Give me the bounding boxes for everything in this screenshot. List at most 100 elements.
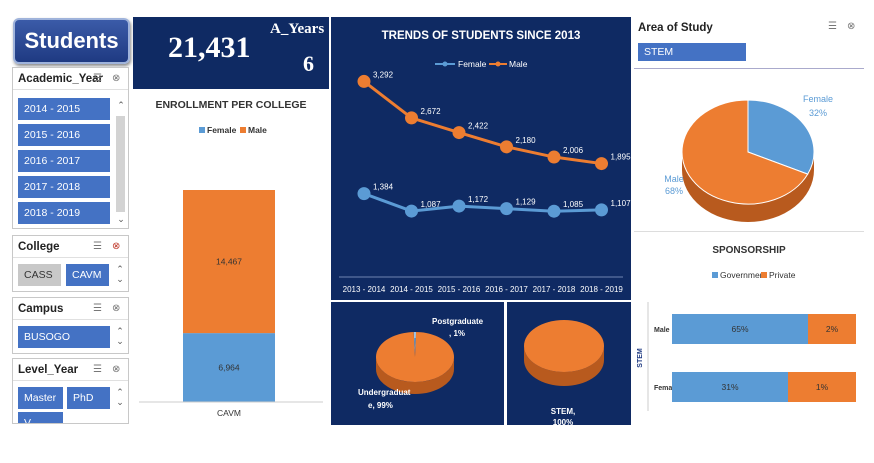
legend-swatch-private — [761, 272, 767, 278]
clear-filter-icon[interactable]: ⊗ — [112, 241, 121, 252]
scroll-up-icon[interactable]: ⌃ — [117, 100, 125, 110]
slice-stem — [524, 320, 604, 372]
data-label-male: 2,422 — [468, 122, 489, 131]
x-tick-label: 2014 - 2015 — [390, 285, 433, 294]
slicer-item-busogo[interactable]: BUSOGO — [18, 326, 110, 348]
data-label-female: 1,129 — [516, 198, 537, 207]
legend-marker-female — [442, 61, 448, 67]
chart-title: ENROLLMENT PER COLLEGE — [155, 99, 306, 111]
label-stem-line2: 100% — [553, 418, 573, 425]
data-point-female — [500, 202, 513, 216]
data-label-male: 2,672 — [421, 107, 442, 116]
bar-private — [808, 314, 856, 344]
data-label-male: 2,006 — [563, 146, 584, 155]
y-tick-label: Male — [654, 327, 670, 334]
label-female-name: Female — [803, 94, 833, 104]
y-axis-group-label: STEM — [637, 348, 644, 368]
x-tick-label: 2018 - 2019 — [580, 285, 623, 294]
college-label: College — [18, 240, 60, 253]
multi-select-icon[interactable]: ☰ — [828, 21, 837, 32]
scroll-arrows-icon[interactable]: ⌃ ⌄ — [116, 387, 124, 407]
x-tick-label: 2016 - 2017 — [485, 285, 528, 294]
bar-male — [183, 190, 275, 334]
chart-title: SPONSORSHIP — [712, 245, 786, 256]
data-label-male: 2,180 — [516, 136, 537, 145]
label-male-name: Male — [664, 174, 684, 184]
scrollbar-thumb[interactable] — [116, 116, 125, 212]
data-label-government: 31% — [721, 382, 738, 392]
area-of-study-slicer: Area of Study ☰ ⊗ STEM — [634, 17, 864, 69]
academic-year-slicer: Academic_Year ☰ ⊗ 2014 - 2015 2015 - 201… — [12, 67, 129, 229]
multi-select-icon[interactable]: ☰ — [93, 241, 102, 252]
pie-side — [376, 357, 454, 394]
slicer-item-partial[interactable]: V... — [18, 412, 63, 423]
academic-year-slicer-header: Academic_Year ☰ ⊗ — [13, 68, 128, 90]
label-postgraduate-line1: Postgraduate — [432, 317, 484, 326]
bar-private — [788, 372, 856, 402]
data-point-male — [452, 126, 466, 140]
clear-filter-icon[interactable]: ⊗ — [112, 364, 121, 375]
campus-slicer: Campus ☰ ⊗ BUSOGO ⌃ ⌄ — [12, 297, 129, 354]
slicer-item-2018-2019[interactable]: 2018 - 2019 — [18, 202, 110, 224]
legend-label-private: Private — [769, 270, 796, 280]
trends-chart-panel: TRENDS OF STUDENTS SINCE 2013 Female Male 2… — [331, 17, 631, 300]
slicer-item-stem[interactable]: STEM — [638, 43, 746, 61]
enrollment-chart-panel: ENROLLMENT PER COLLEGE Female Male 6,964 14,… — [133, 89, 329, 425]
academic-year-label: Academic_Year — [18, 72, 104, 85]
slicer-item-cass[interactable]: CASS — [18, 264, 61, 286]
area-of-study-label: Area of Study — [638, 22, 713, 34]
slice-female — [747, 99, 815, 175]
level-year-slicer: Level_Year ☰ ⊗ Master PhD V... ⌃ ⌄ — [12, 358, 129, 424]
slicer-item-master[interactable]: Master — [18, 387, 63, 409]
slicer-item-2015-2016[interactable]: 2015 - 2016 — [18, 124, 110, 146]
label-undergraduate-line1: Undergraduat — [358, 388, 411, 397]
data-point-male — [405, 111, 418, 125]
gender-pie-chart: Female 32% Male 68% — [664, 94, 833, 222]
data-label-female: 1,087 — [421, 200, 442, 209]
slice-postgraduate — [413, 332, 417, 357]
bar-government — [672, 372, 788, 402]
scroll-arrows-icon[interactable]: ⌃ ⌄ — [116, 326, 124, 346]
dashboard-title-button[interactable]: Students — [13, 18, 130, 64]
x-tick-label: 2017 - 2018 — [533, 285, 576, 294]
stem-pie-panel: STEM, 100% — [507, 302, 631, 427]
data-label-female: 1,085 — [563, 200, 584, 209]
data-label-private: 2% — [826, 324, 839, 334]
data-label-male: 14,467 — [216, 257, 242, 267]
clear-filter-icon[interactable]: ⊗ — [112, 73, 121, 84]
data-label-private: 1% — [816, 382, 829, 392]
enrollment-chart: ENROLLMENT PER COLLEGE Female Male 6,964 14,… — [139, 99, 323, 418]
label-postgraduate-line2: , 1% — [449, 329, 465, 338]
scroll-down-icon[interactable]: ⌄ — [117, 214, 125, 224]
trends-chart: TRENDS OF STUDENTS SINCE 2013 Female Male 2… — [339, 30, 631, 294]
legend-swatch-male — [240, 127, 246, 133]
multi-select-icon[interactable]: ☰ — [93, 303, 102, 314]
slicer-item-cavm[interactable]: CAVM — [66, 264, 109, 286]
total-students-value: 21,431 — [168, 31, 251, 64]
gender-pie-panel: Female 32% Male 68% — [634, 72, 864, 232]
slicer-item-2016-2017[interactable]: 2016 - 2017 — [18, 150, 110, 172]
data-point-male — [357, 74, 371, 88]
data-label-male: 3,292 — [373, 70, 394, 79]
data-label-female: 1,172 — [468, 195, 489, 204]
years-value: 6 — [303, 51, 314, 76]
slicer-item-phd[interactable]: PhD — [67, 387, 110, 409]
slicer-item-2014-2015[interactable]: 2014 - 2015 — [18, 98, 110, 120]
college-slicer: College ☰ ⊗ CASS CAVM ⌃ ⌄ — [12, 235, 129, 292]
label-female-pct: 32% — [809, 108, 827, 118]
legend-label-female: Female — [458, 59, 487, 69]
legend-label-male: Male — [248, 125, 267, 135]
clear-filter-icon[interactable]: ⊗ — [847, 21, 856, 32]
scroll-arrows-icon[interactable]: ⌃ ⌄ — [116, 264, 124, 284]
x-tick-label: CAVM — [217, 408, 241, 418]
clear-filter-icon[interactable]: ⊗ — [112, 303, 121, 314]
multi-select-icon[interactable]: ☰ — [93, 73, 102, 84]
data-label-female: 1,384 — [373, 183, 394, 192]
slicer-item-2017-2018[interactable]: 2017 - 2018 — [18, 176, 110, 198]
label-undergraduate-line2: e, 99% — [368, 401, 393, 410]
multi-select-icon[interactable]: ☰ — [93, 364, 102, 375]
legend-label-male: Male — [509, 59, 528, 69]
data-point-male — [500, 140, 513, 154]
series-line-male — [363, 80, 602, 166]
data-point-female — [357, 187, 371, 201]
